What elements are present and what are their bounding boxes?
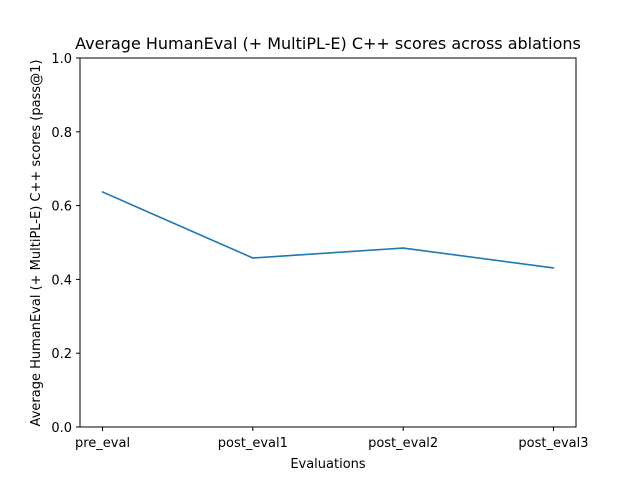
data-point	[552, 267, 555, 269]
y-axis-title: Average HumanEval (+ MultiPL-E) C++ scor…	[29, 60, 44, 427]
data-point	[101, 191, 104, 193]
series-line	[102, 191, 554, 269]
x-tick-label: pre_eval	[75, 436, 130, 451]
y-tick-label: 0.4	[51, 273, 72, 288]
x-tick-label: post_eval1	[218, 436, 288, 451]
y-tick-label: 1.0	[51, 52, 72, 67]
plot-area: 0.0 0.2 0.4 0.6 0.8 1.0 pre_eval post_eval1 post…	[51, 52, 588, 451]
x-tick-label: post_eval2	[368, 436, 438, 451]
y-tick-label: 0.8	[51, 126, 72, 141]
y-tick-label: 0.2	[51, 347, 72, 362]
x-axis-title: Evaluations	[290, 457, 366, 472]
plot-frame	[79, 57, 577, 428]
y-tick-label: 0.0	[51, 421, 72, 436]
chart-title: Average HumanEval (+ MultiPL-E) C++ scor…	[75, 34, 581, 53]
y-tick-label: 0.6	[51, 200, 72, 215]
data-point	[252, 257, 254, 259]
x-tick-label: post_eval3	[518, 436, 588, 451]
data-point	[402, 247, 404, 249]
